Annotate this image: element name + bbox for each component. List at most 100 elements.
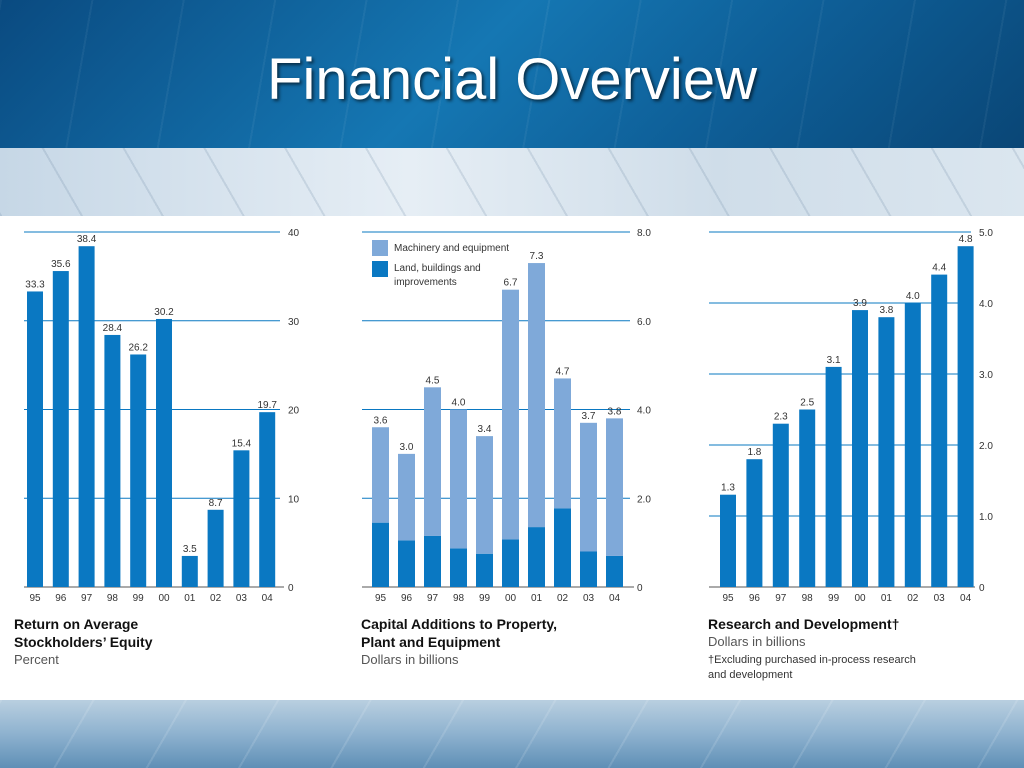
capital-bar-machinery [450, 409, 467, 549]
roe-chart-subtitle: Percent [14, 652, 59, 667]
slide-header [0, 0, 1024, 148]
rd-bar [904, 303, 921, 587]
roe-bar [104, 334, 121, 587]
rd-xtick-label: 02 [907, 593, 919, 604]
roe-bar [130, 354, 147, 587]
legend-label-land: Land, buildings and [394, 263, 481, 274]
roe-chart-title: Return on Average Stockholders’ Equity [14, 616, 153, 650]
capital-xtick-label: 01 [531, 593, 543, 604]
capital-bar-land [424, 535, 441, 587]
capital-xtick-label: 02 [557, 593, 569, 604]
capital-ytick-label: 6.0 [637, 317, 651, 328]
capital-value-label: 3.8 [608, 406, 622, 417]
rd-bar [957, 246, 974, 587]
roe-xtick-label: 96 [55, 593, 67, 604]
capital-ytick-label: 8.0 [637, 228, 651, 239]
roe-bar [181, 555, 198, 587]
roe-value-label: 28.4 [103, 323, 123, 334]
roe-value-label: 3.5 [183, 544, 197, 555]
rd-xtick-label: 98 [802, 593, 814, 604]
legend-swatch-land [372, 261, 388, 277]
capital-caption: Capital Additions to Property, Plant and… [361, 615, 681, 669]
roe-ytick-label: 40 [288, 228, 300, 239]
roe-value-label: 8.7 [209, 498, 223, 509]
capital-bar-machinery [580, 422, 597, 552]
rd-ytick-label: 4.0 [979, 299, 993, 310]
roe-xtick-label: 04 [262, 593, 274, 604]
rd-xtick-label: 04 [960, 593, 972, 604]
capital-bar-machinery [424, 387, 441, 536]
roe-ytick-label: 20 [288, 406, 300, 417]
capital-bar-land [554, 508, 571, 587]
rd-value-label: 2.3 [774, 412, 788, 423]
capital-bar-land [528, 527, 545, 587]
capital-bar-machinery [502, 289, 519, 540]
roe-value-label: 15.4 [232, 438, 252, 449]
rd-bar [931, 274, 948, 587]
rd-value-label: 3.1 [827, 355, 841, 366]
rd-chart-subtitle: Dollars in billions [708, 634, 806, 649]
rd-value-label: 1.3 [721, 483, 735, 494]
roe-xtick-label: 99 [133, 593, 145, 604]
roe-xtick-label: 01 [184, 593, 196, 604]
header-photo-band [0, 148, 1024, 216]
rd-bar [825, 366, 842, 587]
capital-value-label: 7.3 [530, 251, 544, 262]
roe-bar [27, 291, 43, 587]
rd-value-label: 4.8 [959, 234, 973, 245]
roe-value-label: 26.2 [128, 342, 148, 353]
rd-chart-footnote: †Excluding purchased in-process research… [708, 654, 916, 681]
rd-xtick-label: 95 [722, 593, 734, 604]
roe-bar [52, 271, 69, 587]
rd-ytick-label: 3.0 [979, 370, 993, 381]
rd-xtick-label: 97 [775, 593, 787, 604]
roe-value-label: 38.4 [77, 234, 97, 245]
legend-label-machinery: Machinery and equipment [394, 243, 509, 254]
rd-value-label: 2.5 [800, 398, 814, 409]
capital-ytick-label: 0 [637, 583, 643, 594]
roe-ytick-label: 10 [288, 494, 300, 505]
slide-title: Financial Overview [267, 47, 757, 112]
capital-value-label: 4.5 [426, 375, 440, 386]
roe-ytick-label: 30 [288, 317, 300, 328]
roe-bar [233, 450, 250, 587]
rd-value-label: 4.0 [906, 291, 920, 302]
rd-value-label: 1.8 [747, 447, 761, 458]
capital-ytick-label: 4.0 [637, 406, 651, 417]
rd-xtick-label: 00 [854, 593, 866, 604]
capital-xtick-label: 03 [583, 593, 595, 604]
roe-xtick-label: 02 [210, 593, 222, 604]
roe-value-label: 30.2 [154, 307, 174, 318]
rd-ytick-label: 2.0 [979, 441, 993, 452]
capital-xtick-label: 00 [505, 593, 517, 604]
capital-bar-machinery [476, 436, 493, 554]
capital-chart-subtitle: Dollars in billions [361, 652, 459, 667]
rd-bar [799, 409, 816, 587]
rd-bar [878, 317, 895, 587]
capital-bar-machinery [528, 263, 545, 528]
capital-ytick-label: 2.0 [637, 494, 651, 505]
capital-xtick-label: 99 [479, 593, 491, 604]
roe-bar [207, 509, 224, 587]
capital-bar-machinery [398, 453, 415, 541]
capital-bar-land [450, 548, 467, 587]
rd-value-label: 3.9 [853, 298, 867, 309]
capital-bar-machinery [554, 378, 571, 509]
rd-xtick-label: 01 [881, 593, 893, 604]
rd-xtick-label: 03 [934, 593, 946, 604]
roe-xtick-label: 97 [81, 593, 93, 604]
capital-value-label: 3.4 [478, 424, 492, 435]
capital-xtick-label: 95 [375, 593, 387, 604]
capital-value-label: 4.7 [556, 366, 570, 377]
capital-bar-land [372, 522, 389, 587]
rd-xtick-label: 96 [749, 593, 761, 604]
roe-bar [156, 318, 172, 587]
roe-ytick-label: 0 [288, 583, 294, 594]
rd-value-label: 4.4 [932, 263, 946, 274]
roe-bar [78, 246, 95, 587]
roe-value-label: 35.6 [51, 259, 71, 270]
rd-xtick-label: 99 [828, 593, 840, 604]
legend-swatch-machinery [372, 240, 388, 256]
roe-value-label: 19.7 [257, 400, 277, 411]
capital-value-label: 4.0 [452, 398, 466, 409]
